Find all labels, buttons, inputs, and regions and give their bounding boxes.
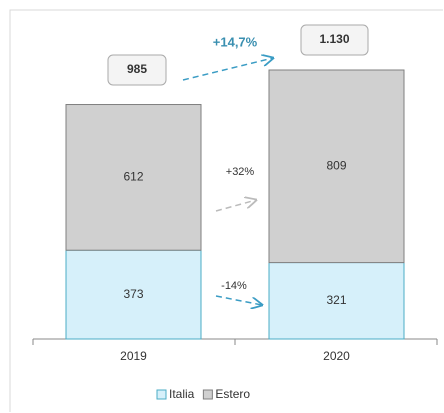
total-label: 1.130	[319, 32, 349, 46]
x-tick-label: 2020	[323, 349, 350, 363]
bar-segment	[65, 249, 202, 340]
legend-label: Estero	[215, 387, 250, 401]
total-box	[107, 54, 167, 86]
bar-segment	[268, 69, 405, 264]
value-label: 321	[326, 293, 346, 307]
legend-label: Italia	[169, 387, 195, 401]
legend-swatch	[202, 389, 213, 400]
x-tick-label: 2019	[120, 349, 147, 363]
total-label: 985	[127, 62, 147, 76]
frame	[9, 9, 443, 412]
total-box	[300, 24, 369, 56]
value-label: 373	[123, 287, 143, 301]
arrow	[182, 58, 273, 81]
annotation: +14,7%	[213, 34, 258, 49]
arrow	[215, 295, 262, 305]
annotation: -14%	[221, 280, 247, 292]
legend-swatch	[156, 389, 167, 400]
value-label: 612	[123, 170, 143, 184]
arrow	[215, 200, 256, 212]
value-label: 809	[326, 158, 346, 172]
bar-segment	[65, 104, 202, 251]
annotation: +32%	[226, 166, 255, 178]
